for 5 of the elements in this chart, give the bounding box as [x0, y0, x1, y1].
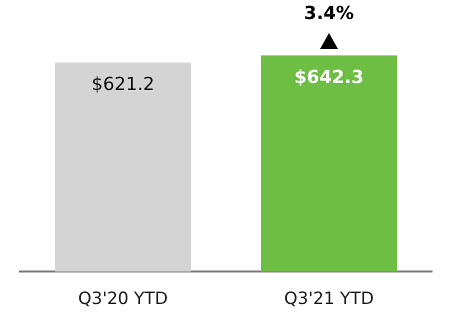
annotation: 3.4%	[304, 3, 354, 24]
data-label: $621.2	[92, 74, 154, 96]
x-tick-label: Q3'20 YTD	[78, 289, 168, 310]
x-tick-label: Q3'21 YTD	[284, 289, 374, 310]
data-label: $642.3	[294, 67, 364, 88]
